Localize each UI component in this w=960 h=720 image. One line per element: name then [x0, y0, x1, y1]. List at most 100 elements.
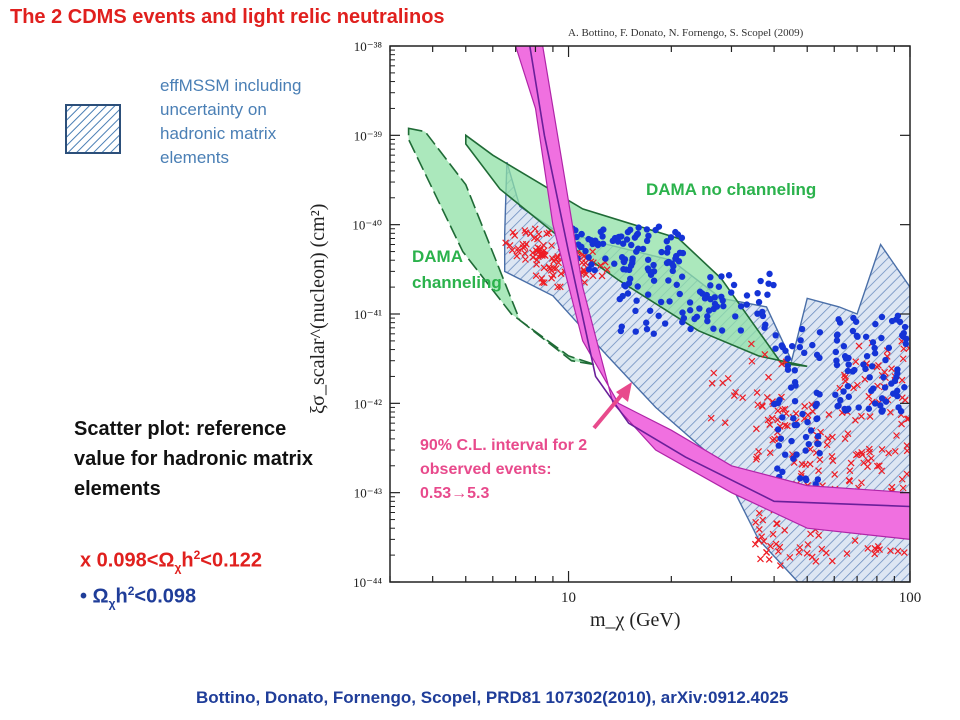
blue-dot-point: [707, 296, 714, 303]
blue-dot-point: [784, 366, 792, 373]
blue-dot-point: [840, 388, 847, 395]
blue-dot-point: [754, 289, 761, 297]
blue-dot-point: [855, 404, 862, 411]
red-cross-point: [758, 402, 766, 409]
y-tick-label: 10⁻⁴⁰: [352, 218, 382, 233]
red-cross-point: [841, 435, 849, 443]
blue-dot-point: [644, 291, 652, 298]
blue-dot-point: [898, 332, 906, 339]
red-cross-point: [865, 445, 873, 453]
blue-dot-point: [790, 415, 797, 422]
legend-blue-sup: 2: [127, 584, 135, 598]
red-cross-point: [532, 272, 540, 280]
red-cross-point: [781, 526, 789, 534]
blue-dot-point: [634, 283, 641, 290]
blue-dot-point: [770, 281, 777, 289]
red-cross-point: [875, 362, 882, 369]
red-cross-point: [598, 272, 606, 280]
red-cross-point: [850, 384, 857, 392]
red-cross-point: [589, 272, 597, 280]
y-tick-label: 10⁻⁴²: [354, 396, 382, 411]
red-cross-point: [753, 453, 761, 461]
blue-dot-point: [609, 237, 617, 245]
x-tick-label: 10: [561, 590, 576, 606]
red-cross-point: [763, 393, 771, 401]
blue-dot-point: [730, 281, 738, 289]
blue-dot-point: [617, 327, 625, 335]
red-cross-point: [724, 374, 732, 382]
blue-dot-point: [645, 232, 652, 240]
blue-dot-point: [865, 405, 873, 412]
blue-dot-point: [779, 414, 786, 421]
blue-dot-point: [791, 397, 799, 405]
red-cross-point: [886, 408, 894, 416]
blue-dot-point: [657, 298, 665, 306]
blue-dot-point: [667, 234, 675, 241]
blue-dot-point: [863, 352, 871, 360]
blue-dot-point: [757, 277, 764, 285]
blue-dot-point: [868, 387, 875, 395]
red-cross-point: [898, 376, 906, 384]
blue-dot-point: [620, 258, 628, 266]
red-cross-point: [582, 259, 589, 267]
red-cross-point: [752, 518, 760, 526]
red-cross-point: [547, 266, 555, 274]
red-cross-point: [529, 253, 537, 261]
legend-red-cross: x 0.098<Ωχh2<0.122: [80, 548, 262, 575]
legend-red-sup: 2: [193, 548, 201, 562]
red-cross-point: [865, 392, 873, 400]
red-cross-point: [854, 381, 861, 389]
blue-dot-point: [658, 248, 665, 256]
blue-dot-point: [710, 325, 717, 332]
red-cross-point: [553, 254, 561, 262]
blue-dot-point: [841, 405, 848, 413]
red-cross-point: [804, 411, 812, 419]
blue-dot-point: [728, 289, 735, 296]
blue-dot-point: [618, 233, 625, 240]
blue-dot-point: [707, 282, 714, 289]
red-cross-point: [755, 448, 763, 455]
red-cross-point: [828, 433, 836, 441]
red-cross-point: [760, 537, 768, 545]
blue-dot-point: [813, 351, 821, 359]
blue-dot-point: [633, 248, 640, 255]
blue-dot-point: [814, 476, 822, 483]
blue-dot-point: [766, 270, 773, 278]
blue-dot-point: [782, 347, 789, 354]
blue-dot-point: [625, 279, 633, 287]
red-cross-point: [905, 415, 910, 423]
red-cross-point: [540, 279, 548, 287]
blue-dot-point: [877, 402, 884, 409]
red-cross-point: [511, 232, 519, 239]
blue-dot-point: [840, 343, 848, 350]
scatter-heading: Scatter plot: reference value for hadron…: [74, 418, 313, 500]
red-cross-point: [747, 340, 755, 348]
red-cross-point: [710, 369, 718, 377]
red-cross-point: [828, 557, 836, 565]
legend-hatched-swatch: [65, 104, 121, 154]
red-cross-point: [878, 467, 886, 475]
blue-dot-point: [602, 255, 609, 262]
red-cross-point: [778, 360, 786, 368]
blue-dot-point: [732, 313, 739, 320]
red-cross-point: [552, 265, 560, 272]
blue-dot-point: [701, 295, 709, 302]
blue-dot-point: [655, 223, 663, 230]
blue-dot-point: [813, 400, 820, 407]
red-cross-point: [808, 553, 816, 561]
y-axis-label: ξσ_scalar^(nucleon) (cm²): [307, 204, 329, 414]
red-cross-point: [545, 229, 553, 237]
blue-dot-point: [643, 226, 651, 233]
red-cross-point: [866, 413, 874, 420]
red-cross-point: [508, 246, 516, 254]
red-cross-point: [847, 459, 855, 467]
blue-dot-point: [807, 427, 815, 434]
blue-dot-point: [816, 450, 823, 457]
red-cross-point: [903, 442, 910, 449]
blue-dot-point: [582, 247, 589, 255]
blue-dot-point: [774, 426, 782, 433]
blue-dot-point: [634, 230, 642, 237]
red-cross-point: [707, 414, 715, 422]
blue-dot-point: [860, 361, 867, 368]
red-cross-point: [527, 230, 535, 237]
